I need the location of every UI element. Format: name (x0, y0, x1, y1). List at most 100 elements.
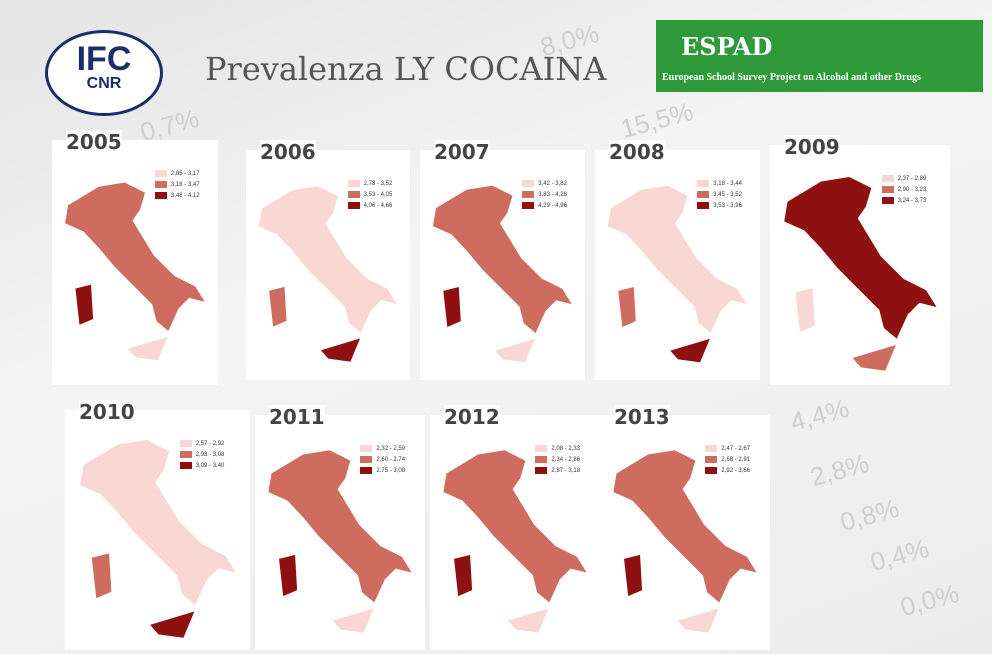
legend-label: 2,90 - 3,23 (897, 186, 927, 193)
legend-swatch (697, 191, 710, 198)
region (277, 553, 299, 598)
legend-swatch (535, 445, 548, 452)
italy-map (63, 181, 208, 362)
legend-item: 2,47 - 2,67 (705, 443, 750, 454)
legend-swatch (881, 197, 894, 204)
legend-item: 3,53 - 3,96 (697, 200, 742, 211)
legend-label: 4,06 - 4,66 (363, 202, 393, 209)
legend-swatch (697, 202, 710, 209)
legend-label: 3,53 - 4,05 (363, 191, 393, 198)
legend-item: 3,24 - 3,73 (881, 195, 927, 206)
legend-item: 2,90 - 3,23 (881, 184, 927, 195)
legend-swatch (360, 445, 373, 452)
legend-label: 4,29 - 4,96 (538, 202, 567, 209)
legend-item: 2,87 - 3,18 (535, 465, 580, 476)
region (257, 185, 400, 335)
legend-item: 2,92 - 3,66 (705, 465, 750, 476)
legend-swatch (360, 456, 373, 463)
logo-text: CNR (86, 75, 122, 92)
map-card: 2013 2,47 - 2,67 2,68 - 2,91 2,92 - 3,66 (600, 405, 770, 650)
legend-label: 2,75 - 3,08 (376, 467, 406, 474)
legend-label: 3,09 - 3,40 (195, 462, 225, 469)
legend-label: 2,60 - 2,74 (376, 456, 406, 463)
map-card: 2006 2,78 - 3,52 3,53 - 4,05 4,06 - 4,66 (246, 140, 410, 380)
region (268, 285, 288, 329)
year-label: 2007 (434, 140, 490, 164)
legend-swatch (154, 192, 167, 199)
legend-item: 3,09 - 3,40 (179, 460, 225, 471)
logo-text: ESPAD (681, 32, 773, 61)
region (125, 335, 170, 362)
italy-map (606, 184, 750, 364)
legend-item: 3,18 - 3,47 (154, 179, 200, 190)
map-card: 2007 3,42 - 3,82 3,83 - 4,28 4,29 - 4,96 (420, 140, 585, 380)
legend-item: 2,85 - 3,17 (154, 168, 200, 179)
legend-item: 2,32 - 2,59 (360, 443, 405, 454)
legend-item: 2,34 - 2,86 (535, 454, 580, 465)
legend-label: 2,57 - 2,92 (195, 440, 225, 447)
legend-item: 3,83 - 4,28 (522, 189, 567, 200)
legend-item: 2,93 - 3,08 (179, 449, 224, 460)
region (267, 449, 415, 605)
italy-map (78, 438, 239, 640)
region (78, 438, 239, 607)
region (794, 286, 816, 334)
legend-label: 3,42 - 3,82 (538, 180, 567, 187)
legend-label: 2,32 - 2,59 (376, 445, 406, 452)
region (505, 606, 551, 634)
legend-swatch (347, 202, 360, 209)
year-label: 2012 (444, 405, 500, 429)
ifc-logo: IFC CNR (45, 30, 163, 116)
legend-swatch (881, 186, 894, 193)
italy-map (612, 449, 760, 634)
region (675, 606, 721, 634)
legend-label: 2,78 - 3,52 (363, 180, 393, 187)
legend-label: 3,45 - 3,52 (713, 191, 742, 198)
legend-swatch (535, 467, 548, 474)
year-label: 2006 (260, 140, 316, 164)
legend: 2,85 - 3,17 3,18 - 3,47 3,48 - 4,12 (154, 168, 200, 201)
region (622, 553, 644, 598)
legend-label: 3,24 - 3,73 (897, 197, 927, 204)
region (782, 175, 939, 341)
map-card: 2005 2,85 - 3,17 3,18 - 3,47 3,48 - 4,12 (52, 130, 218, 385)
region (63, 181, 208, 333)
background-number: 2,8% (806, 447, 873, 493)
legend-label: 3,48 - 4,12 (170, 192, 200, 199)
legend-item: 3,53 - 4,05 (347, 189, 393, 200)
legend-swatch (179, 451, 192, 458)
legend-swatch (705, 456, 718, 463)
logo-text: IFC (76, 40, 132, 78)
legend-label: 3,53 - 3,96 (713, 202, 742, 209)
italy-map (257, 185, 400, 363)
legend-item: 2,68 - 2,91 (705, 454, 750, 465)
legend-swatch (360, 467, 373, 474)
legend-swatch (522, 180, 535, 187)
legend-swatch (705, 445, 718, 452)
year-label: 2005 (66, 130, 122, 154)
legend: 2,32 - 2,59 2,60 - 2,74 2,75 - 3,08 (360, 443, 405, 476)
legend-label: 2,34 - 2,86 (551, 456, 581, 463)
legend-item: 2,37 - 2,89 (881, 173, 926, 184)
legend-item: 3,48 - 4,12 (154, 190, 200, 201)
year-label: 2008 (609, 140, 665, 164)
legend-label: 2,08 - 2,33 (551, 445, 581, 452)
legend-item: 2,60 - 2,74 (360, 454, 405, 465)
region (431, 184, 575, 335)
map-card: 2010 2,57 - 2,92 2,93 - 3,08 3,09 - 3,40 (65, 400, 250, 650)
region (617, 285, 637, 329)
legend: 2,08 - 2,33 2,34 - 2,86 2,87 - 3,18 (535, 443, 580, 476)
region (147, 609, 197, 640)
legend-label: 3,83 - 4,28 (538, 191, 567, 198)
region (606, 184, 750, 335)
background-number: 0,0% (896, 577, 963, 623)
background-number: 4,4% (786, 392, 853, 438)
legend-label: 3,18 - 3,44 (713, 180, 742, 187)
italy-map (442, 449, 590, 634)
espad-logo: ESPAD European School Survey Project on A… (656, 20, 983, 92)
year-label: 2011 (269, 405, 325, 429)
region (850, 343, 898, 372)
region (330, 606, 376, 634)
map-card: 2011 2,32 - 2,59 2,60 - 2,74 2,75 - 3,08 (255, 405, 425, 650)
